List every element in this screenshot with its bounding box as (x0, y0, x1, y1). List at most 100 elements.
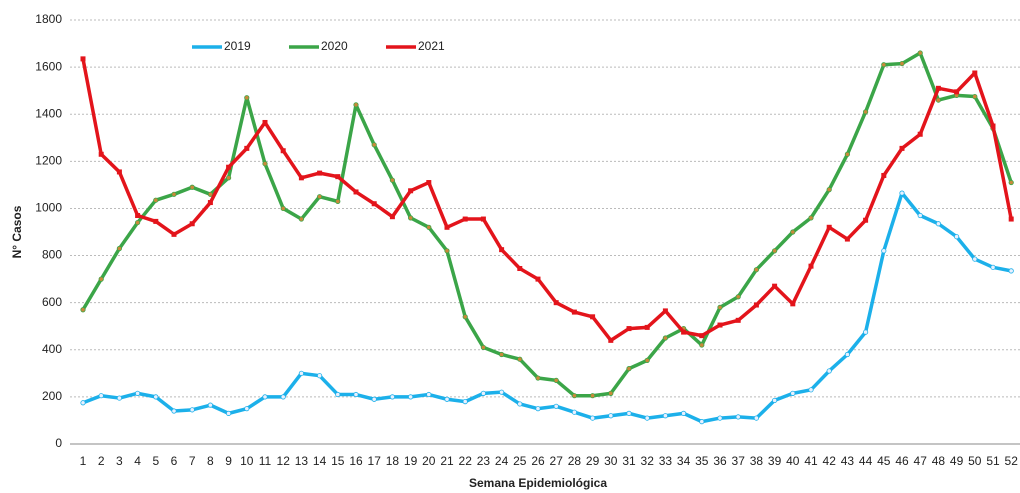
marker (844, 236, 850, 242)
marker (98, 393, 104, 399)
y-tick-label: 200 (42, 389, 62, 403)
marker (389, 214, 395, 220)
y-tick-label: 1000 (35, 201, 62, 215)
marker (808, 215, 814, 221)
marker (317, 170, 323, 176)
marker (389, 177, 395, 183)
marker (298, 175, 304, 181)
marker (608, 413, 614, 419)
marker (553, 300, 559, 306)
marker (316, 373, 323, 379)
x-tick-label: 4 (134, 454, 141, 468)
marker (753, 415, 760, 421)
marker (371, 201, 377, 207)
x-tick-label: 2 (98, 454, 105, 468)
x-tick-label: 47 (914, 454, 928, 468)
marker (280, 148, 286, 154)
series-line (81, 51, 1013, 398)
x-tick-label: 40 (786, 454, 800, 468)
x-tick-label: 8 (207, 454, 214, 468)
marker (808, 387, 814, 393)
marker (553, 403, 559, 409)
marker (280, 394, 286, 400)
marker (280, 205, 286, 212)
x-tick-label: 17 (368, 454, 382, 468)
marker (535, 276, 541, 282)
x-tick-label: 23 (477, 454, 491, 468)
marker (662, 413, 669, 419)
marker (881, 62, 887, 68)
marker (207, 191, 213, 197)
x-tick-label: 42 (823, 454, 837, 468)
marker (571, 409, 578, 415)
marker (899, 190, 905, 196)
marker (171, 231, 177, 237)
marker (662, 335, 669, 341)
x-tick-label: 34 (677, 454, 691, 468)
marker (499, 247, 505, 253)
y-tick-label: 800 (42, 248, 62, 262)
series-line (81, 58, 1013, 343)
x-tick-label: 31 (622, 454, 636, 468)
x-tick-label: 12 (277, 454, 291, 468)
marker (826, 224, 832, 230)
x-tick-label: 3 (116, 454, 123, 468)
y-tick-label: 1600 (35, 59, 62, 73)
legend-label: 2020 (321, 39, 348, 53)
marker (353, 102, 359, 108)
x-tick-label: 11 (259, 454, 272, 468)
marker (790, 301, 796, 307)
y-tick-label: 1200 (35, 154, 62, 168)
marker (407, 215, 414, 221)
marker (135, 390, 141, 396)
legend-label: 2021 (418, 39, 445, 53)
marker (753, 302, 759, 308)
x-tick-label: 43 (841, 454, 855, 468)
marker (626, 366, 632, 372)
marker (262, 161, 268, 167)
marker (244, 406, 250, 412)
marker (226, 164, 232, 170)
y-tick-label: 1800 (35, 12, 62, 26)
marker (244, 95, 250, 101)
marker (935, 221, 942, 227)
marker (389, 394, 395, 400)
marker (862, 109, 869, 115)
x-tick-label: 1 (80, 454, 87, 468)
x-tick-label: 10 (240, 454, 254, 468)
marker (407, 394, 414, 400)
marker (189, 221, 195, 227)
marker (899, 60, 905, 67)
x-tick-label: 41 (804, 454, 818, 468)
marker (535, 406, 541, 412)
marker (917, 50, 923, 56)
marker (899, 145, 905, 151)
marker (444, 396, 450, 402)
marker (98, 151, 104, 157)
marker (808, 263, 814, 269)
marker (480, 390, 486, 396)
legend-label: 2019 (224, 39, 251, 53)
marker (990, 123, 996, 129)
marker (717, 322, 723, 328)
x-tick-label: 26 (531, 454, 545, 468)
marker (517, 266, 523, 272)
marker (462, 216, 468, 222)
x-tick-label: 13 (295, 454, 309, 468)
x-tick-label: 27 (550, 454, 564, 468)
marker (116, 395, 123, 401)
x-tick-label: 15 (331, 454, 345, 468)
marker (863, 217, 869, 223)
marker (972, 93, 978, 100)
marker (480, 216, 486, 222)
marker (571, 393, 578, 399)
x-tick-label: 35 (695, 454, 709, 468)
x-tick-label: 16 (349, 454, 363, 468)
marker (80, 400, 86, 406)
marker (353, 391, 359, 398)
marker (790, 229, 796, 235)
x-tick-label: 36 (713, 454, 727, 468)
x-tick-label: 5 (152, 454, 159, 468)
y-tick-label: 1400 (35, 106, 62, 120)
marker (207, 200, 213, 206)
